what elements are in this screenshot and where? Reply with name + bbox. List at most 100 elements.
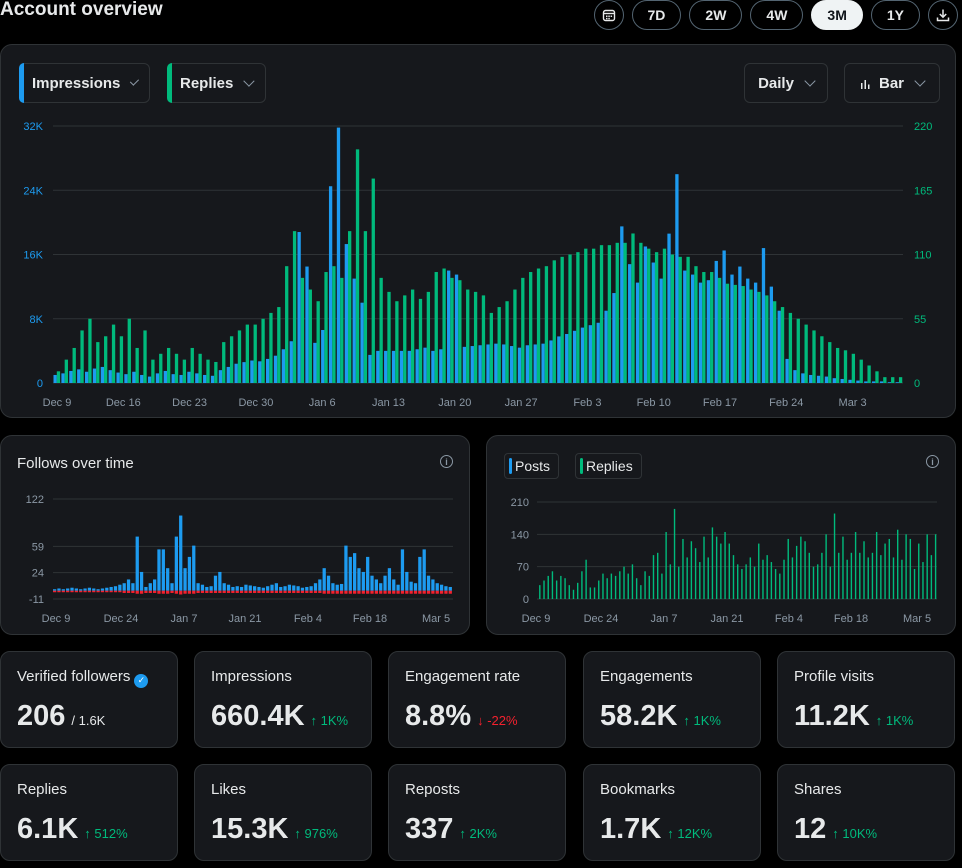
unfollows-bar [370, 590, 374, 594]
impressions-bar [541, 343, 545, 383]
unfollows-bar [400, 590, 405, 594]
replies-bar [395, 301, 399, 383]
stat-card-likes[interactable]: Likes 15.3K ↑ 976% [194, 764, 372, 861]
stat-value: 1.7K [600, 813, 662, 845]
replies-bar [560, 256, 564, 383]
stat-value: 337 [405, 813, 454, 845]
stat-card-shares[interactable]: Shares 12 ↑ 10K% [777, 764, 955, 861]
replies-bar [652, 555, 655, 599]
impressions-bar [61, 373, 65, 383]
stat-card-reposts[interactable]: Reposts 337 ↑ 2K% [388, 764, 566, 861]
follows-bar [192, 545, 196, 591]
replies-bar [670, 254, 674, 383]
follows-bar [109, 586, 113, 591]
replies-bar [269, 312, 273, 383]
range-7d-button[interactable]: 7D [631, 0, 682, 30]
follows-bar [100, 588, 105, 591]
impressions-bar [494, 343, 498, 383]
replies-bar [715, 536, 718, 599]
range-1y-button[interactable]: 1Y [870, 0, 920, 30]
replies-bar [159, 353, 163, 383]
replies-bar [174, 353, 179, 383]
impressions-bar [447, 270, 451, 383]
replies-bar [773, 301, 777, 383]
replies-bar [657, 552, 659, 599]
stat-card-engagements[interactable]: Engagements 58.2K ↑ 1K% [583, 651, 761, 748]
impressions-bar [470, 346, 474, 383]
unfollows-bar [300, 590, 305, 593]
impressions-bar [691, 274, 695, 383]
replies-bar [891, 377, 895, 383]
unfollows-bar [396, 590, 400, 594]
unfollows-bar [131, 590, 135, 593]
unfollows-bar [109, 590, 113, 593]
stat-card-impressions[interactable]: Impressions 660.4K ↑ 1K% [194, 651, 372, 748]
unfollows-bar [439, 590, 444, 594]
chart-type-dropdown[interactable]: Bar [844, 63, 940, 103]
stat-label: Profile visits [794, 668, 875, 685]
replies-bar [647, 248, 651, 383]
impressions-bar [234, 363, 238, 383]
replies-bar [190, 347, 194, 383]
replies-bar [324, 272, 328, 383]
impressions-bar [210, 375, 215, 383]
replies-bar [850, 552, 853, 599]
impressions-bar [809, 374, 813, 383]
stat-card-replies[interactable]: Replies 6.1K ↑ 512% [0, 764, 178, 861]
impressions-bar [777, 310, 781, 383]
unfollows-bar [113, 590, 118, 593]
unfollows-bar [231, 590, 235, 593]
legend-posts[interactable]: Posts [504, 453, 560, 479]
replies-bar [316, 301, 320, 383]
replies-bar [166, 347, 171, 383]
x-tick-label: Jan 21 [228, 613, 261, 625]
impressions-bar [273, 355, 278, 383]
replies-bar [654, 252, 659, 383]
follows-bar [392, 579, 396, 591]
calendar-icon[interactable] [593, 0, 624, 30]
impressions-bar [147, 376, 152, 383]
impressions-bar [376, 350, 380, 383]
metric-right-dropdown[interactable]: Replies [167, 63, 266, 103]
replies-bar [770, 562, 773, 599]
replies-bar [686, 256, 690, 383]
stat-card-profile-visits[interactable]: Profile visits 11.2K ↑ 1K% [777, 651, 955, 748]
replies-bar [901, 559, 903, 599]
replies-bar [690, 541, 693, 599]
replies-bar [922, 562, 924, 599]
replies-bar [749, 289, 753, 383]
replies-bar [694, 548, 697, 599]
unfollows-bar [170, 590, 174, 593]
stat-card-bookmarks[interactable]: Bookmarks 1.7K ↑ 12K% [583, 764, 761, 861]
follows-bar [426, 575, 431, 591]
follows-bar [409, 581, 413, 591]
x-tick-label: Jan 20 [438, 397, 471, 409]
impressions-bar [336, 127, 341, 383]
impressions-bar [706, 280, 711, 383]
unfollows-bar [183, 590, 187, 594]
unfollows-bar [309, 590, 313, 593]
impressions-bar [439, 349, 443, 383]
unfollows-bar [418, 590, 422, 594]
impressions-bar [218, 370, 223, 383]
stat-label: Verified followers ✓ [17, 668, 149, 688]
range-4w-button[interactable]: 4W [750, 0, 804, 30]
follows-bar [309, 586, 313, 591]
legend-replies[interactable]: Replies [575, 453, 642, 479]
stat-card-verified-followers[interactable]: Verified followers ✓ 206 / 1.6K [0, 651, 178, 748]
y-tick-label: 140 [511, 529, 529, 541]
metric-left-dropdown[interactable]: Impressions [19, 63, 150, 103]
info-icon[interactable]: i [926, 455, 939, 468]
follows-bar [400, 549, 405, 591]
download-icon[interactable] [928, 0, 958, 30]
range-2w-button[interactable]: 2W [689, 0, 743, 30]
follows-bar [53, 589, 57, 591]
interval-dropdown[interactable]: Daily [744, 63, 828, 103]
info-icon[interactable]: i [440, 455, 453, 468]
impressions-bar [714, 260, 718, 383]
metric-right-label: Replies [180, 74, 234, 92]
stat-card-engagement-rate[interactable]: Engagement rate 8.8% ↓ -22% [388, 651, 566, 748]
replies-bar [536, 268, 541, 383]
range-3m-button[interactable]: 3M [811, 0, 863, 30]
follows-bar [287, 584, 292, 591]
